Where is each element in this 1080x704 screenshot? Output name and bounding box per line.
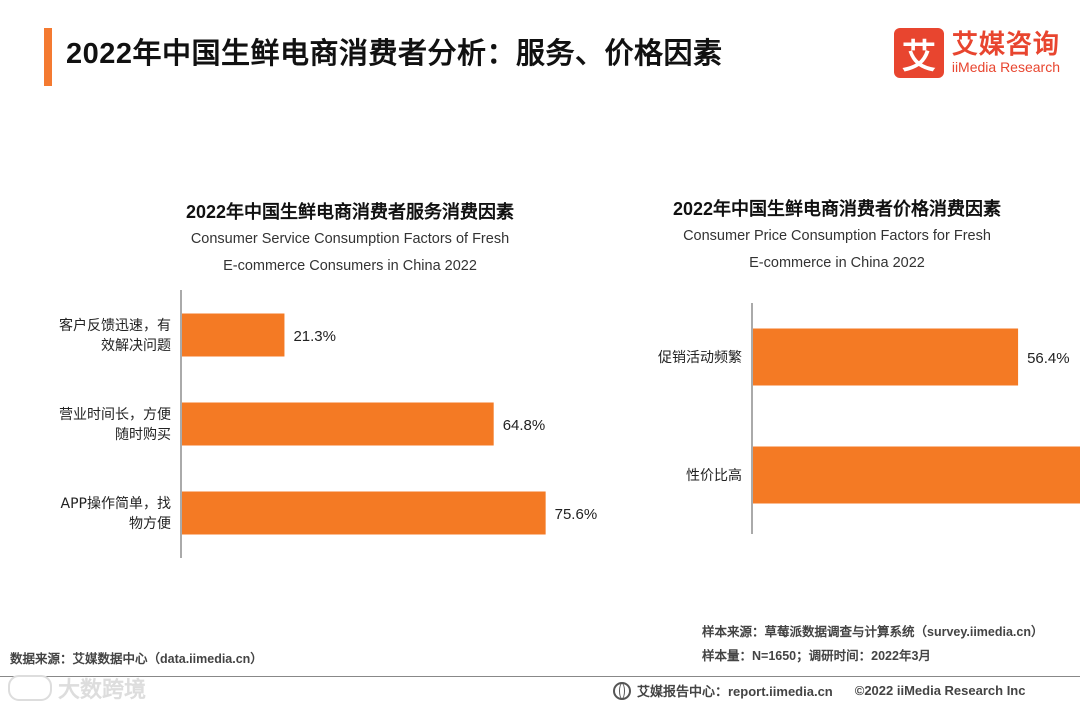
price-category-label: 促销活动频繁	[658, 350, 742, 366]
logo-glyph: 艾	[901, 37, 936, 76]
price-chart-subtitle: Consumer Price Consumption Factors for F…	[607, 223, 1067, 277]
sample-info: 样本来源：草莓派数据调查与计算系统（survey.iimedia.cn） 样本量…	[702, 620, 1044, 668]
service-category-label: 物方便	[129, 516, 171, 532]
service-category-label: 效解决问题	[101, 338, 171, 354]
service-value-label: 75.6%	[555, 506, 598, 523]
watermark-text: 大数跨境	[58, 677, 147, 702]
copyright: ©2022 iiMedia Research Inc	[854, 683, 1026, 698]
service-value-label: 21.3%	[293, 328, 336, 345]
service-bar	[182, 491, 546, 535]
page-title: 2022年中国生鲜电商消费者分析：服务、价格因素	[66, 38, 723, 70]
service-chart-subtitle: Consumer Service Consumption Factors of …	[120, 226, 580, 280]
price-chart-title: 2022年中国生鲜电商消费者价格消费因素	[672, 199, 1002, 219]
service-bar	[182, 313, 285, 357]
iimedia-logo: 艾 艾媒咨询 iiMedia Research	[893, 28, 1060, 78]
price-value-label: 56.4%	[1027, 350, 1070, 367]
report-center: 艾媒报告中心：report.iimedia.cn	[637, 684, 833, 699]
logo-mark: 艾	[893, 28, 944, 78]
service-category-label: 客户反馈迅速，有	[59, 317, 171, 334]
service-category-label: 随时购买	[115, 427, 171, 443]
data-source: 数据来源：艾媒数据中心（data.iimedia.cn）	[10, 652, 263, 666]
watermark: 大数跨境	[8, 672, 146, 704]
footer-divider	[0, 676, 1080, 677]
service-value-label: 64.8%	[503, 417, 546, 434]
service-category-label: APP操作简单，找	[61, 495, 171, 512]
logo-text: 艾媒咨询 iiMedia Research	[952, 30, 1060, 76]
service-chart-subtitle-line1: Consumer Service Consumption Factors of …	[190, 231, 510, 247]
sample-source: 样本来源：草莓派数据调查与计算系统（survey.iimedia.cn）	[702, 625, 1044, 639]
price-bar	[753, 446, 1080, 504]
footer-bottom: 艾媒报告中心：report.iimedia.cn ©2022 iiMedia R…	[613, 681, 1025, 700]
title-accent-bar	[44, 28, 52, 86]
price-category-label: 性价比高	[686, 467, 742, 484]
globe-icon	[613, 681, 631, 700]
price-chart-subtitle-line2: E-commerce in China 2022	[749, 255, 925, 271]
price-bar	[753, 328, 1019, 386]
service-bar	[182, 402, 494, 446]
sample-size: 样本量：N=1650；调研时间：2022年3月	[702, 649, 931, 663]
service-chart-subtitle-line2: E-commerce Consumers in China 2022	[223, 258, 477, 274]
service-chart-title: 2022年中国生鲜电商消费者服务消费因素	[185, 202, 515, 222]
logo-name-cn: 艾媒咨询	[951, 29, 1060, 59]
watermark-icon	[8, 675, 52, 701]
price-chart-subtitle-line1: Consumer Price Consumption Factors for F…	[683, 228, 991, 244]
logo-name-en: iiMedia Research	[951, 59, 1060, 75]
service-category-label: 营业时间长，方便	[59, 407, 171, 423]
